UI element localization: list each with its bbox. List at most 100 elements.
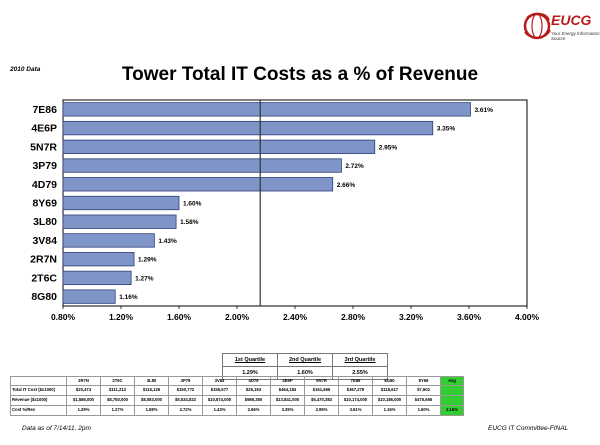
table-column-header: 7E86 [338, 376, 373, 386]
x-tick-label: 2.00% [225, 312, 250, 322]
table-cell: $367,279 [338, 385, 373, 396]
x-tick-label: 2.40% [283, 312, 308, 322]
value-label-4E6P: 3.35% [437, 126, 456, 133]
x-tick-label: 3.20% [399, 312, 424, 322]
table-avg-cell: 2.16% [440, 405, 464, 416]
bar-4E6P [62, 120, 434, 136]
category-label-5N7R: 5N7R [30, 141, 57, 153]
category-label-4E6P: 4E6P [31, 123, 57, 135]
table-avg-cell [440, 385, 464, 396]
table-avg-cell [440, 395, 464, 406]
table-cell: 2.66% [236, 405, 271, 416]
table-column-header: 5N7R [304, 376, 339, 386]
table-column-header: 8G80 [372, 376, 407, 386]
value-label-3L80: 1.58% [180, 219, 199, 226]
table-header-row: 2R7N 2T6C 3L80 3P79 3V84 4D79 4E6P 5N7R 7E86 8G80… [10, 376, 464, 386]
value-label-7E86: 3.61% [474, 107, 493, 114]
table-column-header: 3L80 [134, 376, 169, 386]
footer-data-date: Data as of 7/14/11, 2pm [22, 425, 91, 432]
table-cell: 1.43% [202, 405, 237, 416]
cost-data-table: 2R7N 2T6C 3L80 3P79 3V84 4D79 4E6P 5N7R 7E86 8G80… [10, 376, 464, 416]
quartile-header-3: 3rd Quartile [332, 353, 388, 367]
table-cell: 2.72% [168, 405, 203, 416]
table-cell: $5,470,383 [304, 395, 339, 406]
value-label-5N7R: 2.95% [379, 144, 398, 151]
table-cell: $26,193 [236, 385, 271, 396]
x-tick-label: 4.00% [515, 312, 540, 322]
footer-committee: EUCG IT Committee-FINAL [488, 425, 569, 432]
category-label-2R7N: 2R7N [30, 254, 57, 266]
table-column-header: 8Y69 [406, 376, 441, 386]
bar-chart: 7E86 3.61% 4E6P 3.35% 5N7R 2.95% 3P79 2.72% 4D79… [30, 99, 540, 322]
globe-logo-icon [523, 12, 551, 40]
table-cell: 3.61% [338, 405, 373, 416]
table-cell: 2.95% [304, 405, 339, 416]
eucg-logo [523, 6, 597, 46]
quartile-header-1: 1st Quartile [222, 353, 278, 367]
table-cell: 1.29% [66, 405, 101, 416]
table-cell: $8,750,000 [100, 395, 135, 406]
value-label-8Y69: 1.60% [183, 201, 202, 208]
bar-3L80 [62, 214, 177, 229]
data-year-label: 2010 Data [10, 66, 41, 73]
bar-3V84 [62, 233, 155, 248]
table-cell: $8,083,000 [134, 395, 169, 406]
category-label-3L80: 3L80 [33, 216, 57, 228]
x-tick-label: 0.80% [51, 312, 76, 322]
value-label-3V84: 1.43% [158, 238, 177, 245]
logo-wordmark: EUCG [551, 12, 592, 28]
bar-8Y69 [62, 195, 180, 211]
bar-5N7R [62, 139, 376, 154]
table-column-header: 3P79 [168, 376, 203, 386]
category-label-2T6C: 2T6C [31, 272, 57, 284]
bar-8G80 [62, 289, 116, 304]
table-cell: $115,126 [134, 385, 169, 396]
table-corner-cell [10, 376, 67, 386]
x-tick-label: 2.80% [341, 312, 366, 322]
table-cell: $475,665 [406, 395, 441, 406]
table-cell: $10,186,000 [372, 395, 407, 406]
table-cell: $150,772 [168, 385, 203, 396]
table-column-header: 4D79 [236, 376, 271, 386]
table-cell: 1.16% [372, 405, 407, 416]
table-row: Revenue ($x1000) $1,586,000 $8,750,000 $8,0… [10, 395, 464, 406]
table-cell: $20,474 [66, 385, 101, 396]
table-column-header: 2T6C [100, 376, 135, 386]
table-cell: $10,174,000 [338, 395, 373, 406]
table-cell: 1.27% [100, 405, 135, 416]
table-cell: 1.60% [406, 405, 441, 416]
table-cell: $986,350 [236, 395, 271, 406]
category-label-3V84: 3V84 [32, 235, 57, 247]
table-row-label: Total IT Cost ($x1000) [10, 385, 67, 396]
category-label-3P79: 3P79 [32, 160, 57, 172]
value-label-2R7N: 1.29% [138, 257, 157, 264]
table-cell: $161,666 [304, 385, 339, 396]
table-cell: $7,602 [406, 385, 441, 396]
table-row-label: Cost %/Rev [10, 405, 67, 416]
table-cell: 1.58% [134, 405, 169, 416]
value-label-8G80: 1.16% [119, 294, 138, 301]
category-label-8Y69: 8Y69 [32, 198, 57, 210]
table-column-header: 3V84 [202, 376, 237, 386]
bar-7E86 [62, 102, 471, 117]
table-cell: $10,874,000 [202, 395, 237, 406]
table-cell: $1,586,000 [66, 395, 101, 406]
category-label-4D79: 4D79 [32, 179, 57, 191]
x-tick-label: 1.20% [109, 312, 134, 322]
table-cell: $155,677 [202, 385, 237, 396]
value-label-4D79: 2.66% [337, 182, 356, 189]
table-cell: $5,534,822 [168, 395, 203, 406]
bar-2R7N [62, 252, 135, 267]
category-label-8G80: 8G80 [31, 291, 57, 303]
table-cell: $118,617 [372, 385, 407, 396]
table-row: Cost %/Rev 1.29% 1.27% 1.58% 2.72% 1.43% 2.66%… [10, 405, 464, 416]
table-cell: 3.35% [270, 405, 305, 416]
value-label-3P79: 2.72% [345, 163, 364, 170]
table-column-header: 4E6P [270, 376, 305, 386]
category-label-7E86: 7E86 [32, 104, 57, 116]
table-cell: $111,213 [100, 385, 135, 396]
table-row-label: Revenue ($x1000) [10, 395, 67, 406]
table-column-header: 2R7N [66, 376, 101, 386]
quartile-header-2: 2nd Quartile [277, 353, 333, 367]
x-tick-label: 3.60% [457, 312, 482, 322]
